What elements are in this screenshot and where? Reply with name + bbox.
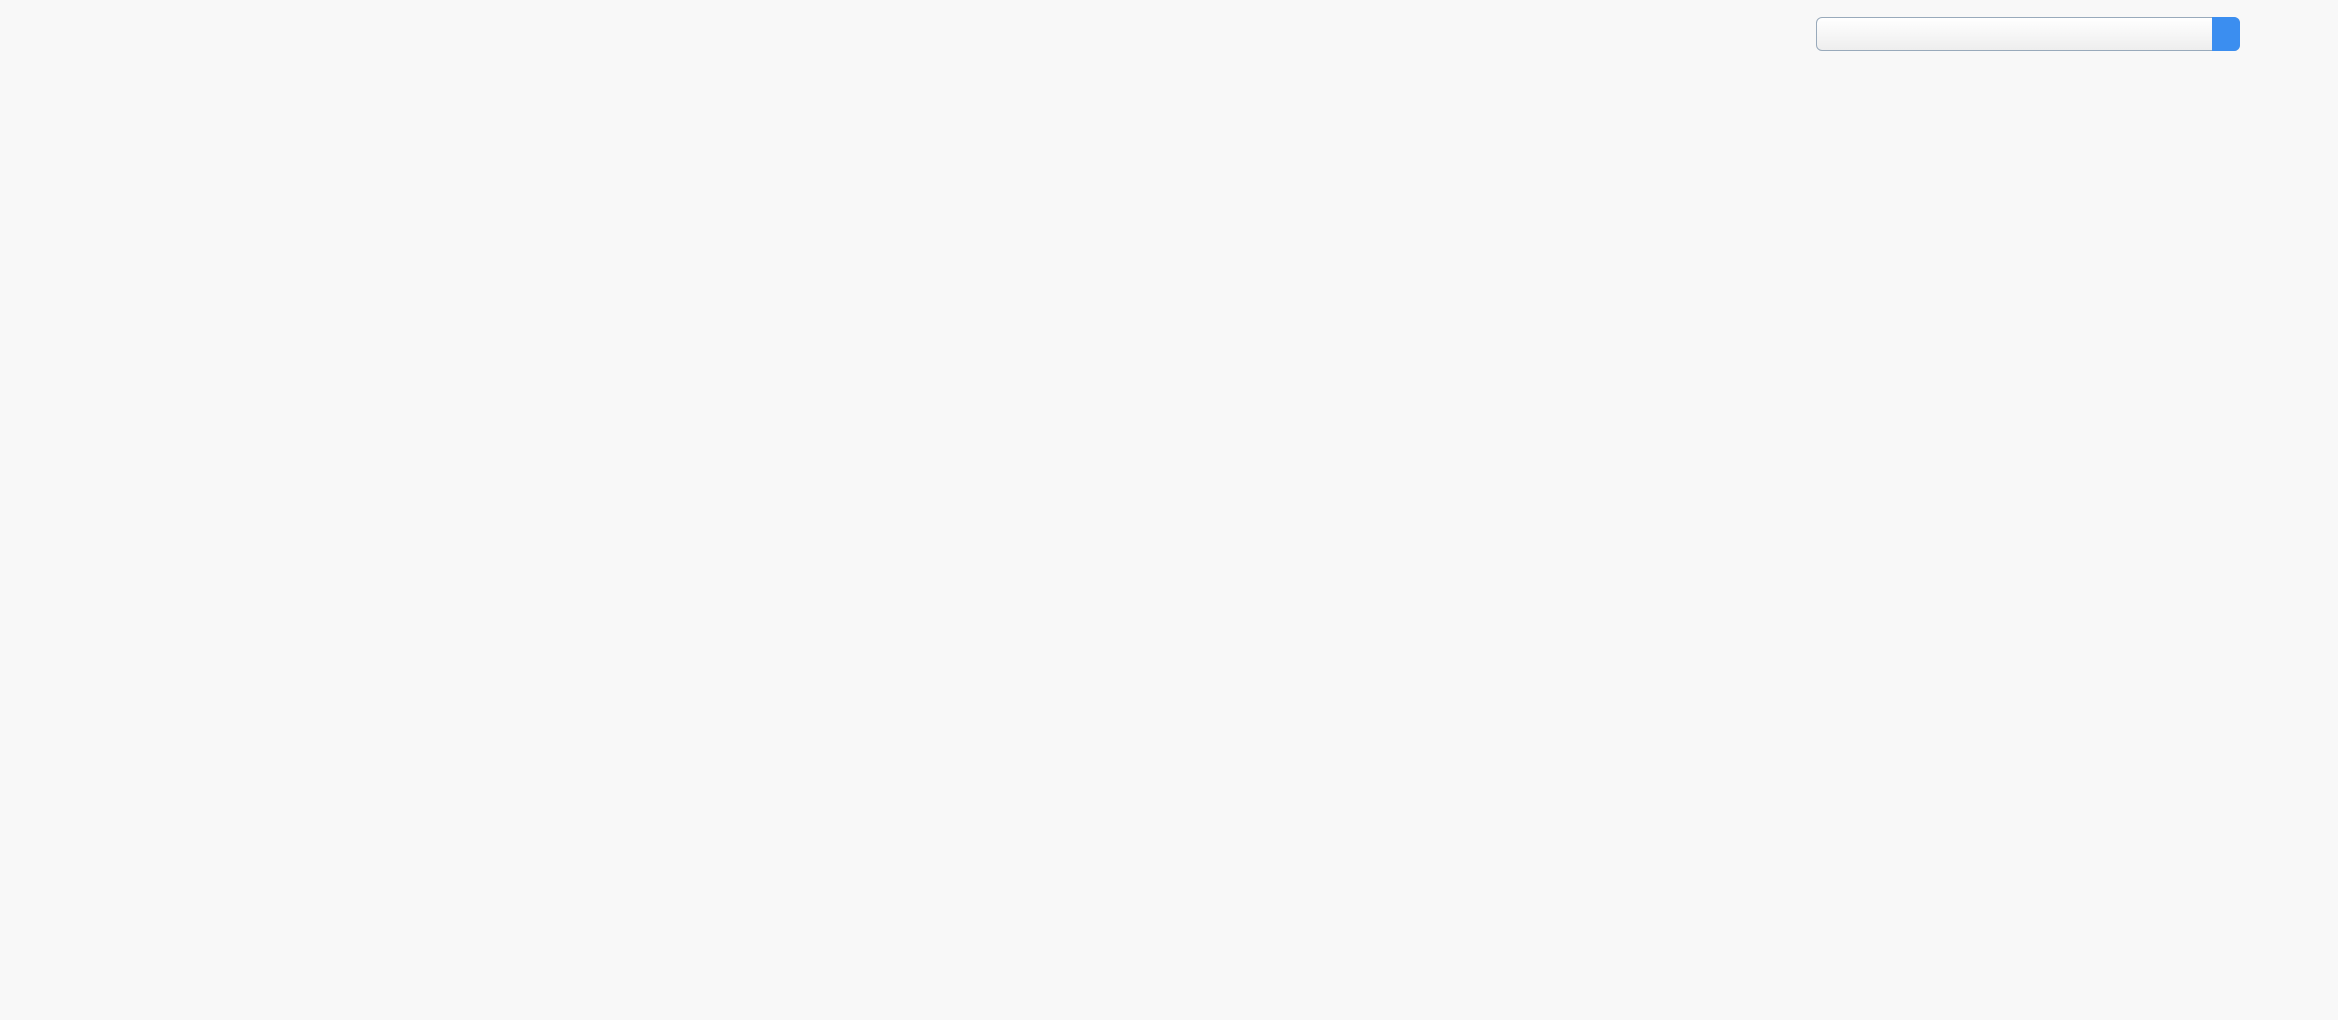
dropdown[interactable] bbox=[1816, 17, 2240, 51]
dropdown-button[interactable] bbox=[2212, 17, 2240, 51]
